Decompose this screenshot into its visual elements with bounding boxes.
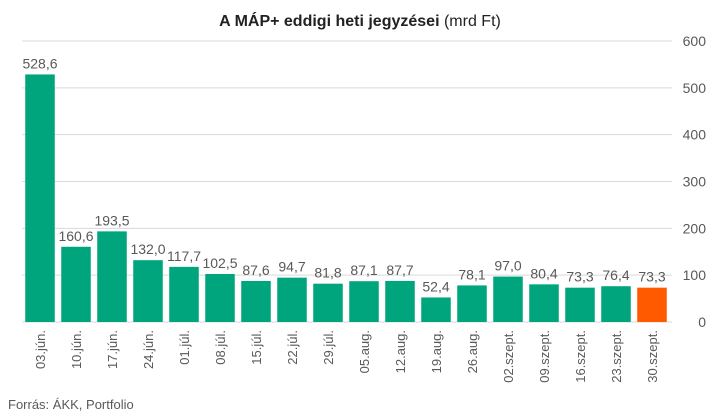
value-label-7: 94,7 [278,259,305,275]
value-label-9: 87,1 [350,262,377,278]
value-label-1: 160,6 [58,228,93,244]
bar-16 [601,286,631,322]
bar-4 [169,266,199,322]
value-label-3: 132,0 [130,241,165,257]
y-tick-label: 200 [683,220,707,236]
y-tick-label: 500 [683,80,707,96]
bar-7 [277,277,307,322]
y-tick-label: 400 [683,127,707,143]
value-label-17: 73,3 [638,269,665,285]
value-label-15: 73,3 [566,269,593,285]
x-tick-label-14: 09.szept. [537,330,552,383]
y-tick-label: 600 [683,33,707,49]
bars [25,74,667,323]
x-tick-label-16: 23.szept. [609,330,624,383]
bar-10 [385,280,415,322]
y-tick-label: 300 [683,174,707,190]
chart-title-main: A MÁP+ eddigi heti jegyzései [219,11,439,30]
bar-11 [421,297,451,322]
value-label-11: 52,4 [422,278,449,294]
value-label-4: 117,7 [167,248,201,264]
x-tick-label-10: 12.aug. [393,330,408,373]
value-label-13: 97,0 [494,258,521,274]
bar-12 [457,285,487,322]
x-tick-label-7: 22.júl. [285,330,300,365]
x-tick-label-8: 29.júl. [321,330,336,365]
value-label-2: 193,5 [94,212,129,228]
x-tick-label-4: 01.júl. [177,330,192,365]
x-tick-label-0: 03.jún. [33,330,48,369]
x-tick-label-5: 08.júl. [213,330,228,365]
bar-13 [493,276,523,322]
x-tick-label-2: 17.jún. [105,330,120,369]
bar-6 [241,280,271,322]
y-tick-label: 0 [698,314,706,330]
value-label-12: 78,1 [458,266,485,282]
x-tick-label-13: 02.szept. [501,330,516,383]
value-label-5: 102,5 [202,255,237,271]
value-label-0: 528,6 [22,55,57,71]
x-tick-label-9: 05.aug. [357,330,372,373]
bar-14 [529,284,559,322]
x-tick-label-15: 16.szept. [573,330,588,383]
x-tick-label-6: 15.júl. [249,330,264,365]
bar-9 [349,281,379,322]
x-tick-label-12: 26.aug. [465,330,480,373]
value-label-14: 80,4 [530,265,557,281]
value-label-16: 76,4 [602,267,629,283]
bar-0 [25,74,55,323]
value-label-10: 87,7 [386,262,413,278]
bar-3 [133,260,163,322]
x-tick-label-3: 24.jún. [141,330,156,369]
bar-1 [61,246,91,322]
value-label-6: 87,6 [242,262,269,278]
y-tick-label: 100 [683,267,707,283]
x-axis-labels: 03.jún. 10.jún. 17.jún. 24.jún. 01.júl. 08.jú… [33,330,660,383]
bar-17 [637,287,667,322]
chart-title: A MÁP+ eddigi heti jegyzései (mrd Ft) [219,11,501,30]
bar-2 [97,231,127,322]
bar-5 [205,273,235,322]
y-axis-ticks: 0 100 200 300 400 500 600 [683,33,707,330]
x-tick-label-11: 19.aug. [429,330,444,373]
value-label-8: 81,8 [314,265,341,281]
x-tick-label-1: 10.jún. [69,330,84,369]
x-tick-label-17: 30.szept. [645,330,660,383]
bar-15 [565,287,595,322]
chart-title-unit: (mrd Ft) [444,13,501,30]
gridlines [22,40,672,323]
bar-8 [313,283,343,322]
source-note: Forrás: ÁKK, Portfolio [8,397,134,412]
